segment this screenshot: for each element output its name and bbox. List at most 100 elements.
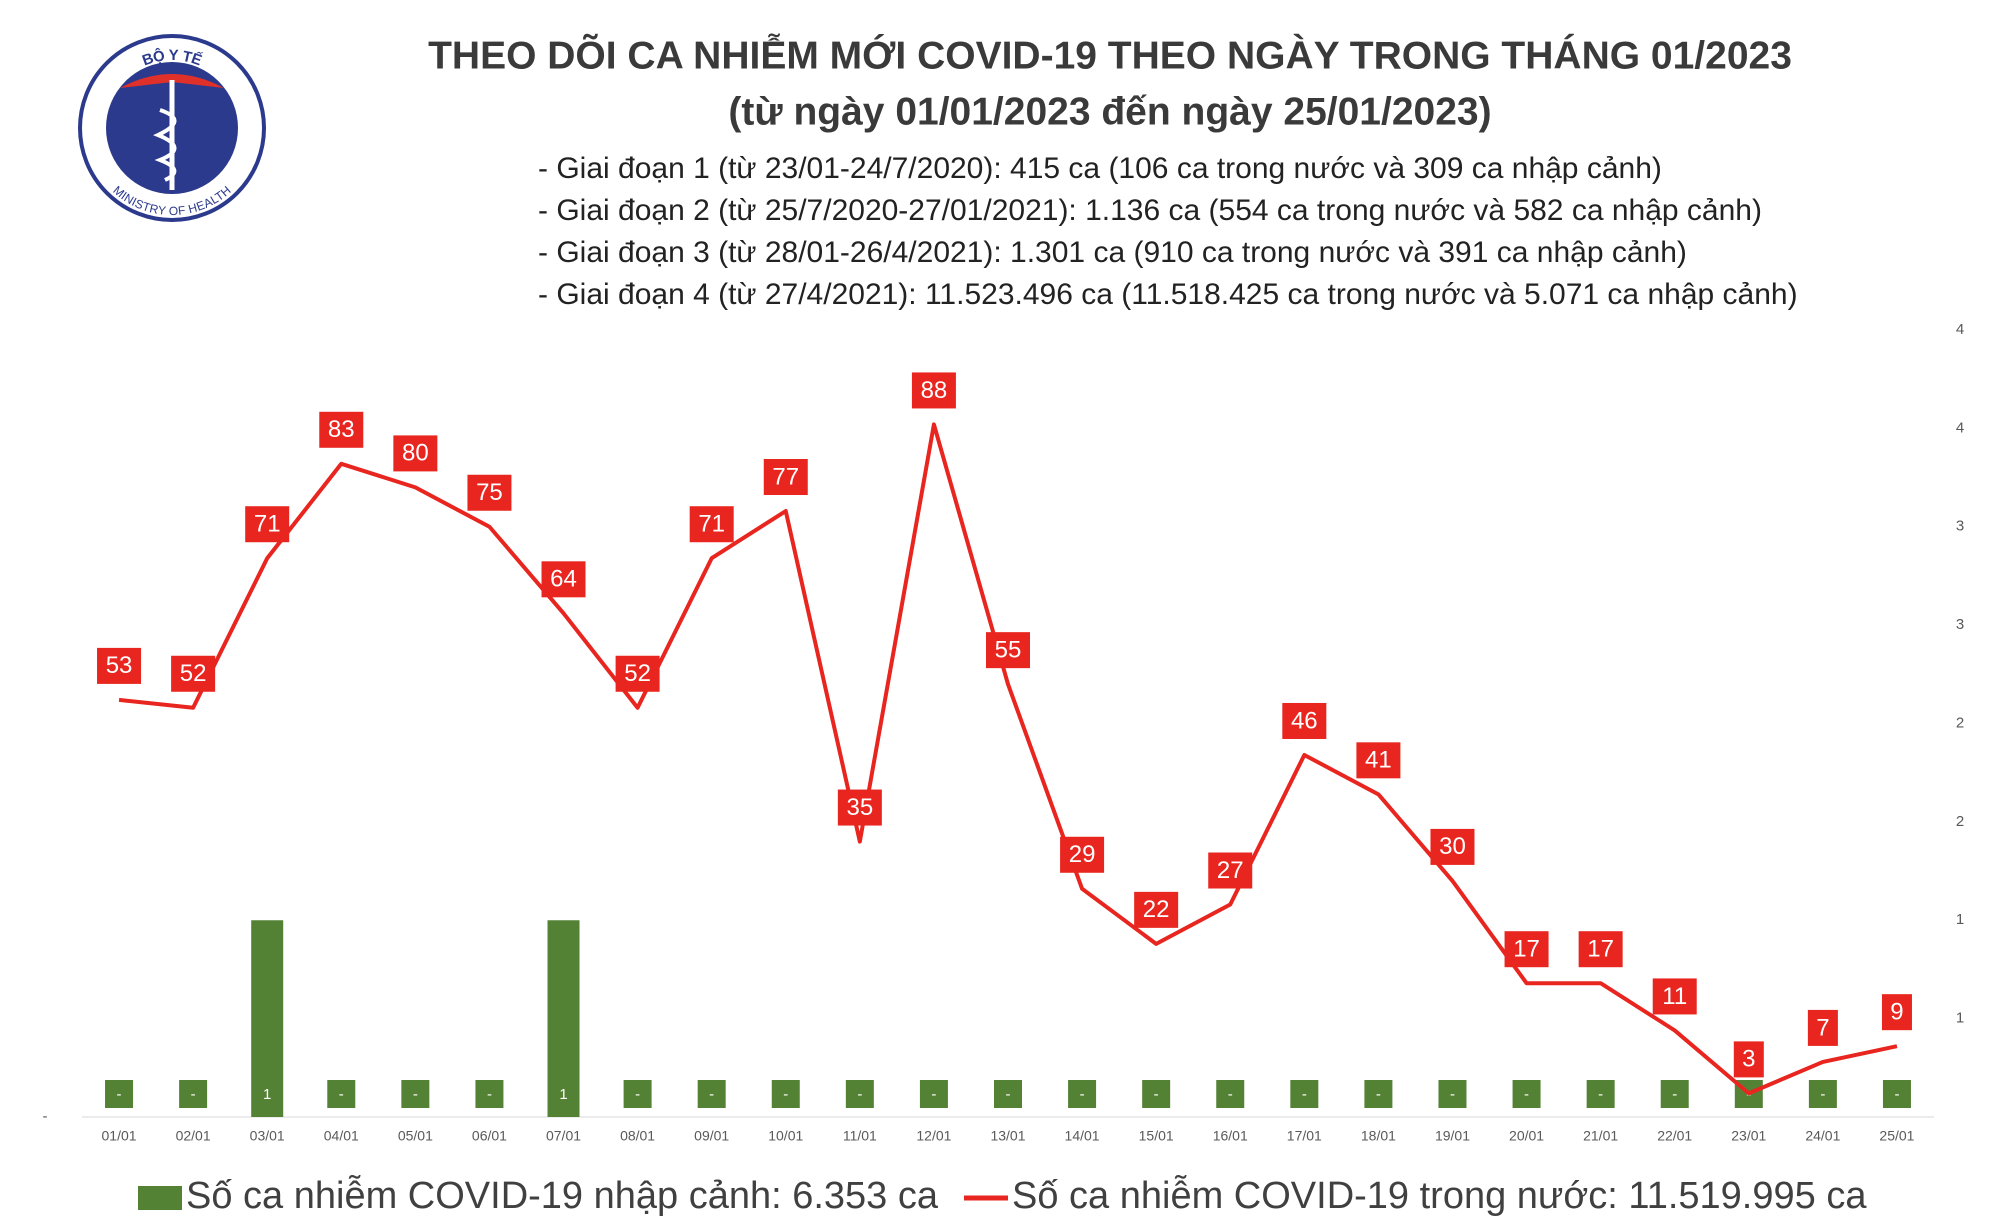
y-tick-label: - [43, 1108, 48, 1125]
bar-label: - [117, 1086, 122, 1103]
data-label: 53 [106, 652, 133, 679]
bar-label-box [1142, 1080, 1171, 1108]
data-label-box [1578, 931, 1623, 968]
bar-label: - [709, 1086, 714, 1103]
bar-label: - [487, 1086, 492, 1103]
bar-label-box [623, 1080, 652, 1108]
bar-label: - [931, 1086, 936, 1103]
x-tick-label: 18/01 [1361, 1128, 1396, 1144]
y2-tick-label: 4 [1956, 419, 1964, 436]
bar-label: - [635, 1086, 640, 1103]
line [118, 422, 1898, 1096]
data-label-box [1134, 891, 1179, 928]
x-tick-label: 20/01 [1509, 1128, 1544, 1144]
x-tick-label: 23/01 [1731, 1128, 1766, 1144]
x-tick-label: 02/01 [176, 1128, 211, 1144]
x-tick-label: 06/01 [472, 1128, 507, 1144]
data-label: 52 [624, 660, 651, 687]
data-label-box [763, 459, 808, 496]
data-label: 17 [1587, 936, 1614, 963]
bar-label: - [1820, 1086, 1825, 1103]
bar-label-box [327, 1080, 356, 1108]
data-label: 55 [995, 636, 1022, 663]
data-label-box [1733, 1041, 1764, 1078]
x-tick-label: 15/01 [1139, 1128, 1174, 1144]
bar-label-box [1512, 1080, 1541, 1108]
bar-label: - [783, 1086, 788, 1103]
bar-label-box [697, 1080, 726, 1108]
x-tick-label: 11/01 [843, 1128, 877, 1144]
data-label: 29 [1069, 841, 1096, 868]
bar-label-box [1660, 1080, 1689, 1108]
data-label: 64 [550, 566, 577, 593]
data-label: 77 [772, 463, 799, 490]
x-tick-label: 09/01 [694, 1128, 729, 1144]
bar-label-box [1290, 1080, 1319, 1108]
x-tick-label: 10/01 [768, 1128, 803, 1144]
bar-label-box [1216, 1080, 1245, 1108]
bar-label-box [1882, 1080, 1911, 1108]
data-label-box [1060, 836, 1105, 873]
data-label: 52 [180, 660, 207, 687]
x-tick-label: 13/01 [990, 1128, 1025, 1144]
bar-label-box [994, 1080, 1022, 1108]
x-tick-label: 07/01 [546, 1128, 581, 1144]
logo-top: BỘ Y TẾ [140, 46, 204, 69]
legend-swatch [138, 1186, 182, 1210]
data-label-box [1652, 978, 1697, 1015]
bar-label: - [1228, 1086, 1233, 1103]
bar-label: - [1672, 1086, 1677, 1103]
bar-label-box [845, 1080, 874, 1108]
y2-tick-label: 2 [1956, 714, 1964, 731]
logo-top-text: BỘ Y TẾ [140, 46, 204, 69]
y2-tick-label: 4 [1956, 321, 1964, 338]
bar-label: 1 [559, 1086, 567, 1103]
data-label-box [1208, 852, 1253, 889]
data-label-box [1881, 994, 1912, 1031]
data-label-box [837, 789, 882, 826]
bar-label: - [1524, 1086, 1529, 1103]
data-label-box [1430, 828, 1475, 865]
x-tick-label: 03/01 [250, 1128, 285, 1144]
bar-label-box [179, 1080, 208, 1108]
bar-label-box [1068, 1080, 1097, 1108]
data-label-box [171, 655, 216, 692]
bar-label-box [475, 1080, 504, 1108]
data-label-box [1282, 702, 1327, 739]
x-tick-label: 16/01 [1213, 1128, 1248, 1144]
bar-label-box [401, 1080, 430, 1108]
data-label: 17 [1513, 936, 1540, 963]
bar-label: - [1894, 1086, 1899, 1103]
x-tick-label: 17/01 [1287, 1128, 1322, 1144]
x-tick-label: 12/01 [916, 1128, 951, 1144]
data-label: 27 [1217, 857, 1244, 884]
y2-tick-label: 3 [1956, 616, 1964, 633]
annotation: - Giai đoạn 2 (từ 25/7/2020-27/01/2021):… [538, 194, 1762, 227]
data-label: 9 [1890, 999, 1903, 1026]
y2-tick-label: 1 [1956, 1010, 1964, 1027]
x-tick-label: 01/01 [102, 1128, 137, 1144]
data-label: 46 [1291, 707, 1318, 734]
data-label: 7 [1816, 1014, 1829, 1041]
data-label: 30 [1439, 833, 1466, 860]
bar-label: - [413, 1086, 418, 1103]
legend-label: Số ca nhiễm COVID-19 trong nước: 11.519.… [1012, 1174, 1867, 1217]
data-label-box [689, 506, 734, 543]
bar-label: - [1302, 1086, 1307, 1103]
data-label: 80 [402, 440, 429, 467]
data-label-box [615, 655, 660, 692]
data-label: 41 [1365, 747, 1392, 774]
chart-title: THEO DÕI CA NHIỄM MỚI COVID-19 THEO NGÀY… [428, 33, 1792, 77]
data-label-box [245, 506, 290, 543]
x-tick-label: 25/01 [1879, 1128, 1914, 1144]
data-label: 35 [846, 794, 873, 821]
data-label-box [1356, 742, 1401, 779]
data-label: 83 [328, 416, 355, 443]
data-label: 3 [1742, 1046, 1755, 1073]
x-tick-label: 08/01 [620, 1128, 655, 1144]
bar-label: - [857, 1086, 862, 1103]
data-label-box [393, 435, 438, 472]
logo: BỘ Y TẾ MINISTRY OF HEALTH [78, 34, 266, 222]
data-label-box [541, 561, 586, 598]
